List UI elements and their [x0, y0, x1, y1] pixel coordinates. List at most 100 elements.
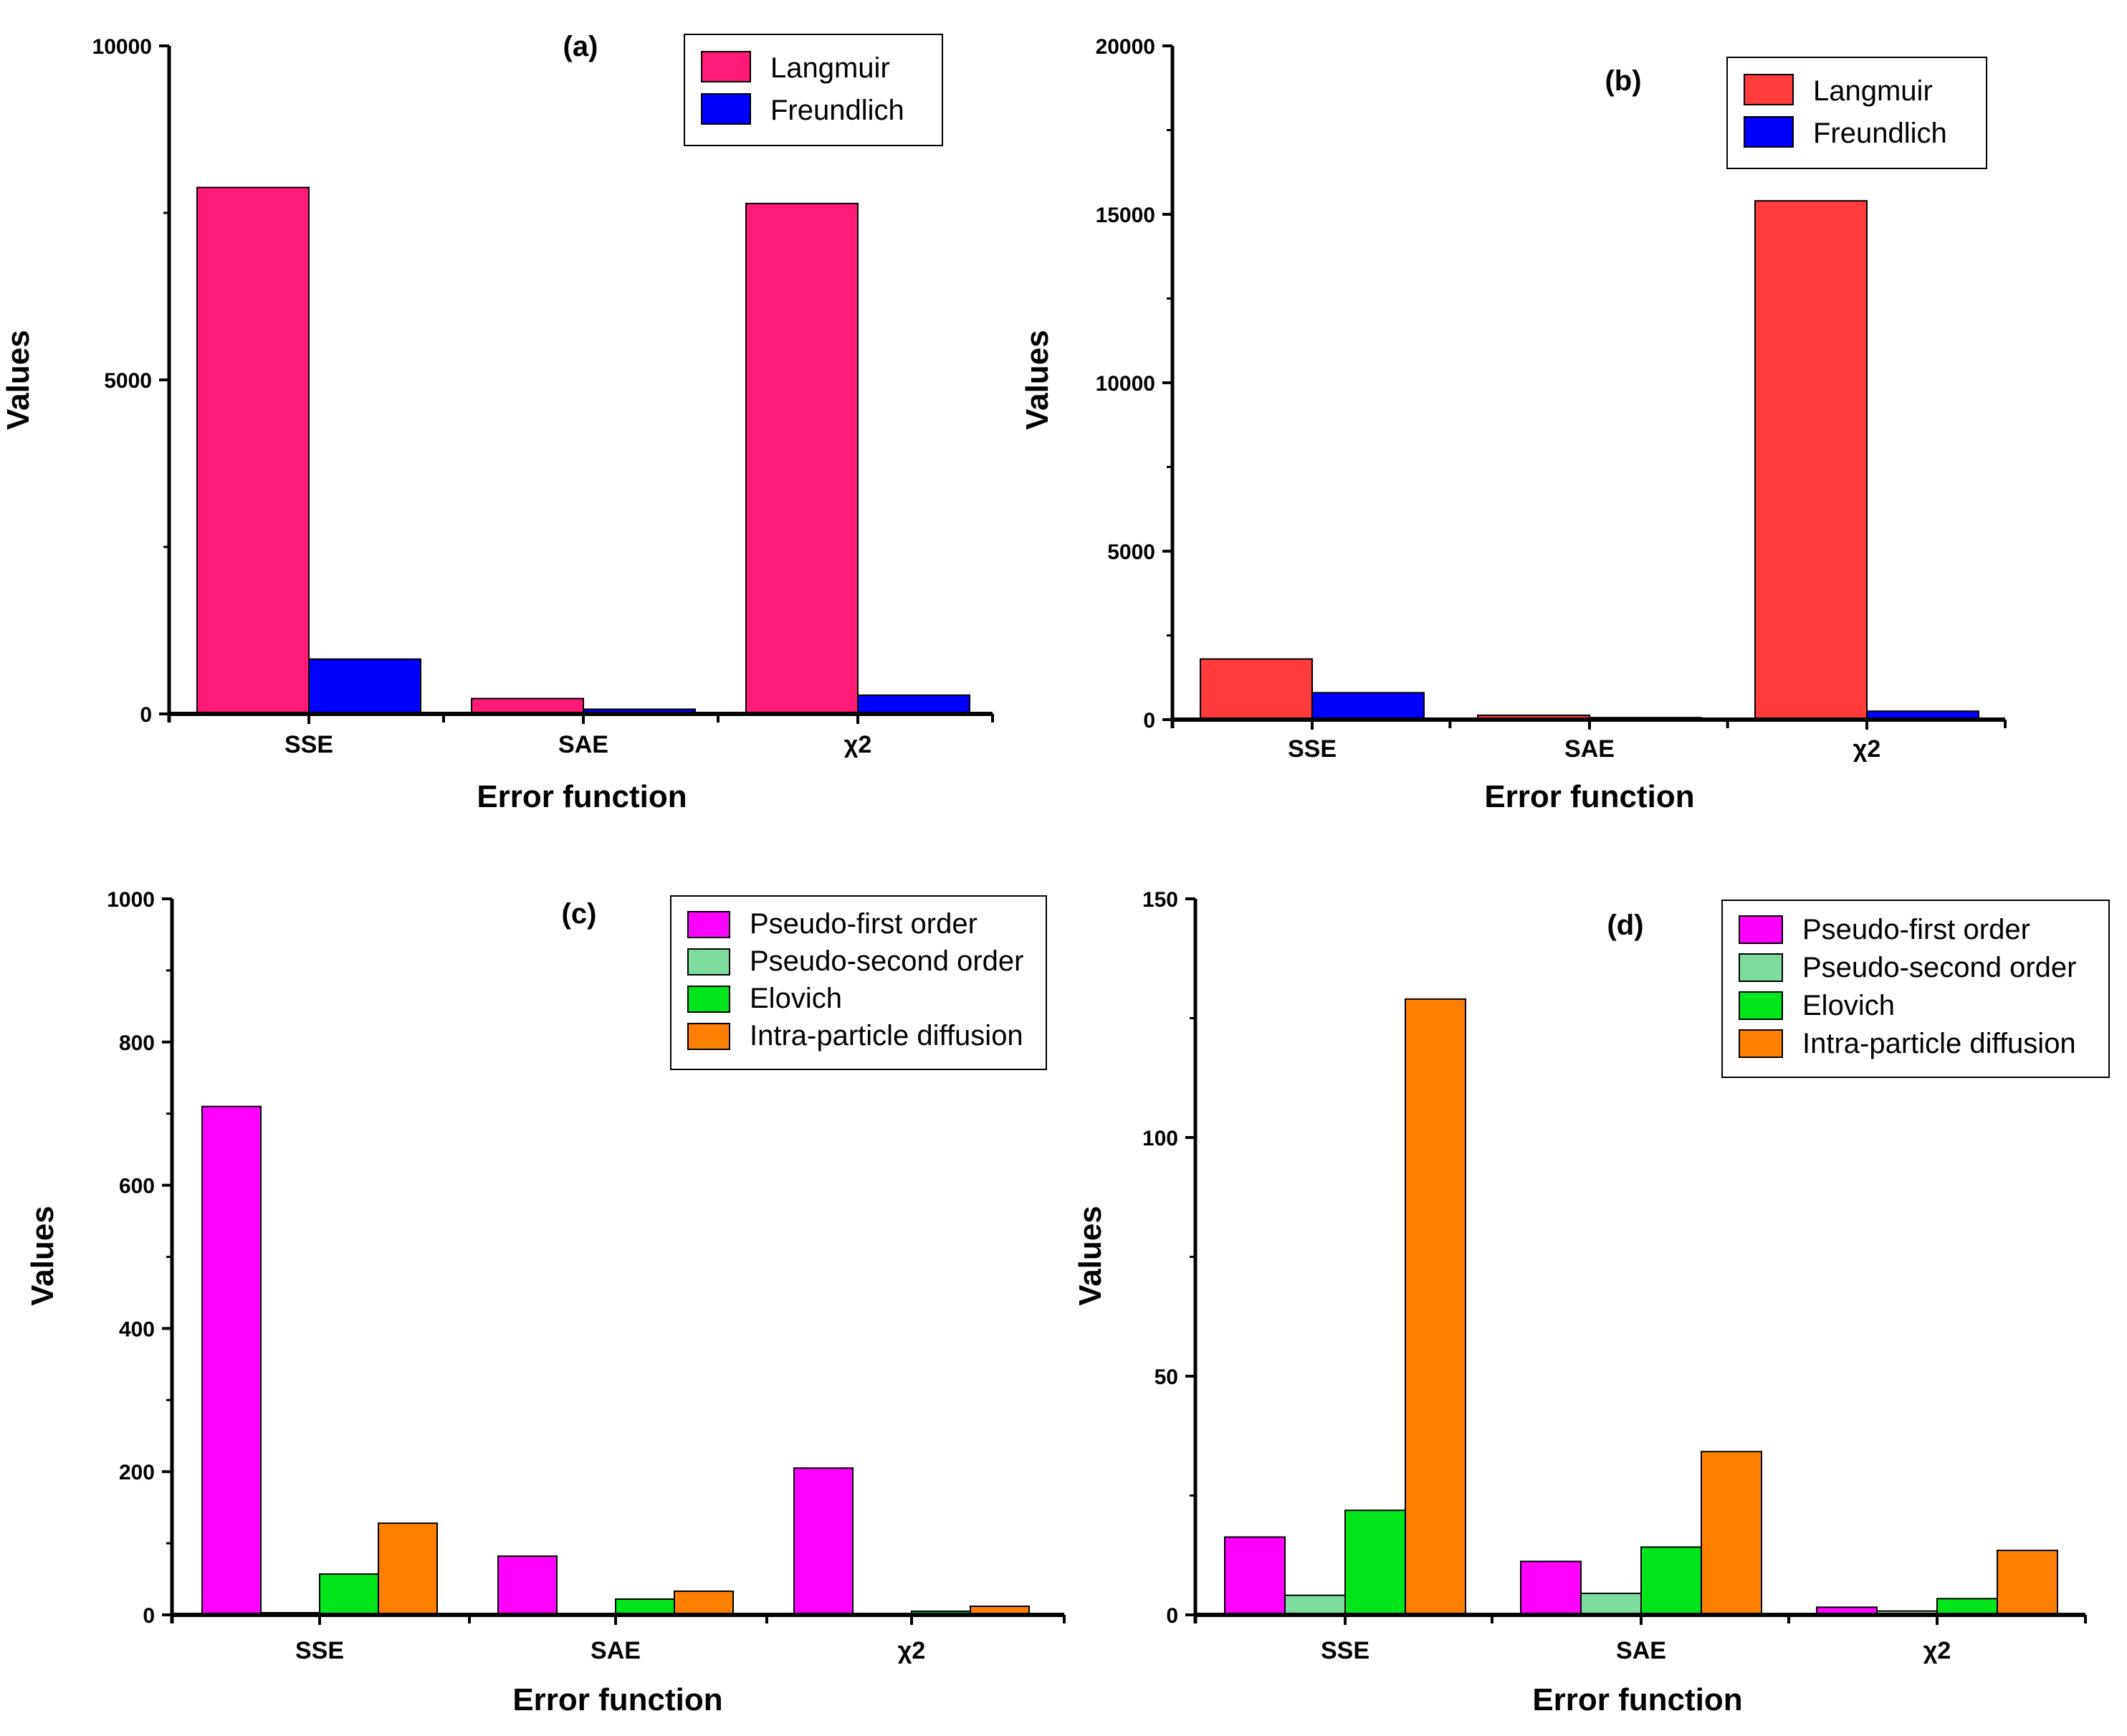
- panel-a: SSE SAE χ2 0 5000 10000 Error function Values (a…: [1, 31, 994, 814]
- panel-d-bar: [1520, 1560, 1582, 1616]
- panel-a-y-tick-label: 5000: [104, 369, 152, 393]
- panel-d-y-tick-label: 100: [1142, 1127, 1178, 1150]
- panel-c-legend-swatch: [687, 1023, 730, 1050]
- panel-c-bar: [615, 1598, 675, 1616]
- panel-d-legend-swatch: [1739, 953, 1783, 982]
- panel-a-y-tick-label: 0: [140, 703, 152, 727]
- panel-b-legend-swatch: [1744, 116, 1794, 148]
- panel-a-x-tick-label: χ2: [844, 731, 871, 758]
- panel-d-bar: [1405, 998, 1466, 1616]
- panel-b-y-tick-label: 10000: [1096, 372, 1155, 396]
- panel-c-bar: [319, 1573, 379, 1616]
- panel-a-bar: [196, 186, 310, 715]
- panel-d-y-tick-label: 50: [1155, 1365, 1178, 1389]
- panel-a-x-axis-title: Error function: [477, 779, 687, 814]
- panel-a-legend-label: Langmuir: [770, 52, 890, 84]
- panel-d-legend: Pseudo-first order Pseudo-second order Elo…: [1721, 900, 2110, 1078]
- panel-b-bar: [1754, 200, 1868, 720]
- panel-c-y-tick-label: 200: [119, 1461, 155, 1484]
- panel-d-bar: [1701, 1451, 1762, 1616]
- panel-d-bar: [1344, 1510, 1406, 1616]
- panel-d-bar: [1640, 1546, 1702, 1616]
- panel-c-legend-label: Pseudo-first order: [750, 908, 978, 940]
- panel-c-bar: [497, 1555, 558, 1616]
- panel-d-legend-label: Elovich: [1802, 990, 1895, 1021]
- panel-c-legend-label: Intra-particle diffusion: [750, 1020, 1023, 1051]
- panel-d-legend-box: [1721, 900, 2110, 1078]
- panel-b-y-tick-label: 0: [1143, 709, 1155, 733]
- panel-d-bar: [1284, 1594, 1346, 1616]
- panel-c-legend: Pseudo-first order Pseudo-second order Elo…: [670, 895, 1047, 1070]
- panel-d-legend-label: Pseudo-second order: [1802, 952, 2076, 983]
- panel-c-y-axis-title: Values: [25, 1206, 60, 1305]
- panel-a-legend: Langmuir Freundlich: [684, 34, 943, 146]
- panel-a-legend-swatch: [701, 51, 751, 82]
- panel-a-legend-swatch: [701, 93, 751, 125]
- panel-a-bar: [745, 202, 859, 715]
- panel-d-x-axis-title: Error function: [1532, 1682, 1742, 1717]
- panel-c-y-tick-label: 800: [119, 1031, 155, 1055]
- panel-d-bar: [1997, 1550, 2058, 1616]
- panel-b-bar: [1200, 658, 1313, 721]
- panel-d-x-tick-label: SAE: [1616, 1637, 1666, 1664]
- panel-c-bar: [793, 1467, 854, 1616]
- panel-b-y-axis-title: Values: [1020, 330, 1055, 429]
- panel-a-bar: [471, 697, 584, 715]
- panel-c-y-tick-label: 0: [143, 1604, 155, 1628]
- panel-a-legend-label: Freundlich: [770, 95, 904, 126]
- panel-d-legend-swatch: [1739, 1029, 1783, 1058]
- panel-b-x-tick-label: SAE: [1564, 735, 1615, 763]
- panel-d-legend-label: Intra-particle diffusion: [1802, 1028, 2076, 1059]
- panel-b: SSE SAE χ2 0 5000 10000 15000 20000 Error functi…: [1020, 35, 2007, 814]
- panel-c-bar: [201, 1105, 262, 1616]
- panel-d-bar: [1224, 1536, 1286, 1616]
- panel-c-legend-box: [670, 895, 1047, 1070]
- panel-b-y-tick-label: 5000: [1107, 540, 1155, 564]
- panel-c-title: (c): [562, 898, 597, 930]
- panel-d-y-tick-label: 0: [1166, 1604, 1178, 1628]
- panel-a-y-tick-label: 10000: [92, 35, 152, 59]
- panel-a-bar: [308, 658, 421, 715]
- panel-c-y-tick-label: 1000: [107, 888, 155, 912]
- panel-b-legend-label: Langmuir: [1813, 75, 1933, 107]
- panel-a-title: (a): [563, 31, 598, 62]
- panel-a-x-tick-label: SSE: [285, 731, 333, 758]
- panel-a-x-tick-label: SAE: [558, 731, 608, 758]
- panel-b-y-tick-label: 15000: [1096, 204, 1155, 227]
- panel-a-y-axis-title: Values: [1, 330, 36, 429]
- panel-c-bar: [674, 1590, 734, 1616]
- panel-c-y-tick-label: 400: [119, 1317, 155, 1341]
- panel-c-x-tick-label: SSE: [295, 1637, 344, 1664]
- panel-c-y-tick-label: 600: [119, 1175, 155, 1198]
- panel-d-legend-swatch: [1739, 915, 1783, 944]
- panel-c-bar: [378, 1522, 438, 1616]
- panel-d-legend-swatch: [1739, 991, 1783, 1020]
- panel-a-bar: [857, 694, 970, 715]
- panel-b-x-tick-label: χ2: [1853, 735, 1880, 763]
- panel-d-y-axis-title: Values: [1073, 1206, 1108, 1305]
- panel-c-legend-swatch: [687, 986, 730, 1013]
- panel-b-x-tick-label: SSE: [1288, 735, 1337, 763]
- panel-c-legend-swatch: [687, 911, 730, 938]
- panel-b-legend: Langmuir Freundlich: [1726, 57, 1987, 169]
- panel-b-title: (b): [1605, 65, 1641, 97]
- panel-b-y-tick-label: 20000: [1096, 35, 1155, 59]
- panel-d: SSE SAE χ2 0 50 100 150 Error function Values (d)…: [1073, 888, 2110, 1717]
- panel-d-title: (d): [1607, 910, 1643, 941]
- panel-c-x-tick-label: χ2: [898, 1637, 925, 1664]
- panel-c-legend-swatch: [687, 948, 730, 976]
- panel-b-bar: [1311, 692, 1425, 721]
- panel-b-x-axis-title: Error function: [1484, 779, 1694, 814]
- panel-c-x-axis-title: Error function: [512, 1682, 722, 1717]
- panel-d-x-tick-label: SSE: [1321, 1637, 1370, 1664]
- panel-d-x-tick-label: χ2: [1923, 1637, 1951, 1664]
- panel-c-legend-label: Pseudo-second order: [750, 945, 1023, 977]
- panel-d-y-tick-label: 150: [1142, 888, 1178, 912]
- panel-c-x-tick-label: SAE: [591, 1637, 641, 1664]
- panel-b-legend-swatch: [1744, 74, 1794, 105]
- panel-d-legend-label: Pseudo-first order: [1802, 914, 2030, 945]
- panel-c-legend-label: Elovich: [750, 983, 842, 1014]
- panel-d-bar: [1580, 1593, 1642, 1616]
- panel-b-legend-label: Freundlich: [1813, 118, 1947, 149]
